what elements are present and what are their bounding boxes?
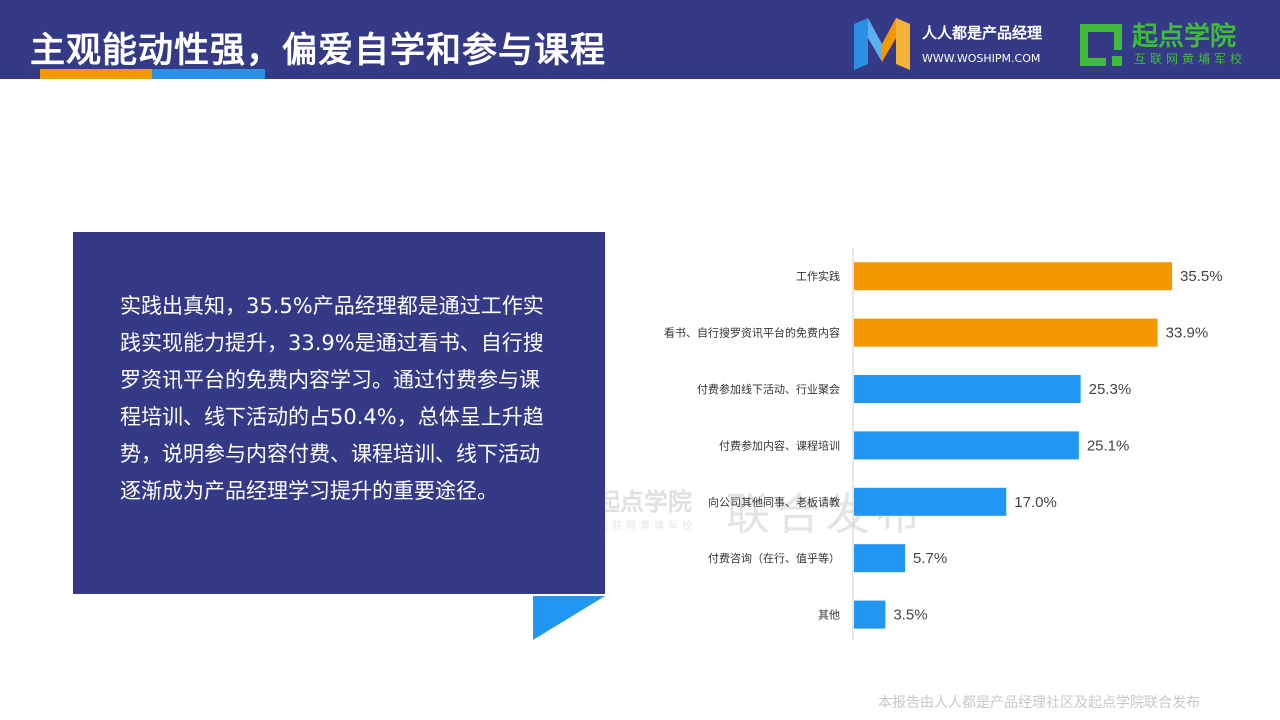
header-bar: 主观能动性强，偏爱自学和参与课程 人人都是产品经理 WWW.WOSHIPM.CO…	[0, 0, 1280, 79]
decorative-triangle	[533, 596, 605, 640]
bar	[854, 431, 1079, 460]
bar	[854, 375, 1081, 403]
data-label: 5.7%	[913, 550, 947, 567]
watermark-logo: 起点学院	[596, 488, 692, 516]
qidian-logo-slogan: 互联网黄埔军校	[1134, 52, 1247, 66]
data-label: 3.5%	[893, 607, 927, 624]
category-label: 付费咨询（在行、值乎等）	[708, 551, 840, 565]
category-label: 向公司其他同事、老板请教	[708, 495, 840, 509]
category-label: 付费参加线下活动、行业聚会	[697, 382, 840, 396]
watermark-logo-slogan: 互联网黄埔军校	[598, 521, 696, 532]
category-label: 其他	[818, 609, 840, 622]
footer-note: 本报告由人人都是产品经理社区及起点学院联合发布	[878, 695, 1200, 711]
data-label: 33.9%	[1166, 325, 1209, 342]
category-label: 工作实践	[796, 269, 840, 283]
title-underline-blue	[152, 69, 265, 79]
woshipm-logo-name: 人人都是产品经理	[922, 24, 1043, 42]
data-label: 25.1%	[1087, 437, 1130, 454]
summary-box: 实践出真知，35.5%产品经理都是通过工作实践实现能力提升，33.9%是通过看书…	[73, 232, 605, 594]
woshipm-logo-icon	[854, 18, 910, 70]
category-label: 付费参加内容、课程培训	[719, 438, 840, 452]
summary-text: 实践出真知，35.5%产品经理都是通过工作实践实现能力提升，33.9%是通过看书…	[120, 294, 544, 503]
qidian-logo-icon	[1080, 24, 1122, 66]
bar-chart: 工作实践 35.5% 看书、自行搜罗资讯平台的免费内容 33.9% 付费参加线下活动、行…	[664, 248, 1223, 640]
page-title: 主观能动性强，偏爱自学和参与课程	[30, 31, 607, 71]
bar	[854, 262, 1172, 291]
woshipm-logo-url: WWW.WOSHIPM.COM	[922, 52, 1041, 65]
bar	[854, 544, 906, 573]
title-underline-orange	[40, 69, 152, 79]
category-label: 看书、自行搜罗资讯平台的免费内容	[664, 326, 840, 340]
bar	[854, 487, 1007, 516]
qidian-logo-name: 起点学院	[1132, 22, 1237, 52]
data-label: 35.5%	[1180, 268, 1223, 285]
data-label: 17.0%	[1014, 494, 1057, 511]
data-label: 25.3%	[1089, 381, 1132, 398]
bar	[854, 318, 1158, 347]
bar	[854, 600, 886, 629]
